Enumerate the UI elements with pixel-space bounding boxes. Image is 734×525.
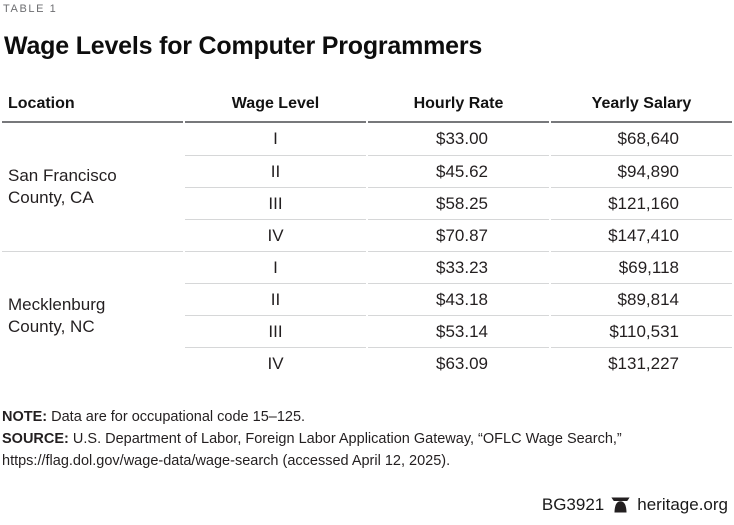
yearly-salary-cell: $94,890 <box>551 155 732 187</box>
wage-level-cell: IV <box>185 347 366 379</box>
yearly-salary-cell: $147,410 <box>551 219 732 251</box>
wage-level-cell: III <box>185 315 366 347</box>
hourly-rate-cell: $53.14 <box>368 315 549 347</box>
hourly-rate-cell: $70.87 <box>368 219 549 251</box>
column-header-yearly-salary: Yearly Salary <box>551 78 732 123</box>
table-row: San Francisco County, CA I $33.00 $68,64… <box>2 123 732 207</box>
figure-footer: BG3921 heritage.org <box>542 495 728 515</box>
hourly-rate-cell: $43.18 <box>368 283 549 315</box>
source-label: SOURCE: <box>2 431 69 447</box>
note-text: Data are for occupational code 15–125. <box>47 409 306 425</box>
document-id: BG3921 <box>541 495 605 514</box>
table-row: IV $70.87 $147,410 <box>2 219 732 251</box>
wage-level-cell: IV <box>185 219 366 251</box>
footnotes: NOTE: Data are for occupational code 15–… <box>2 406 732 472</box>
hourly-rate-cell: $33.00 <box>436 129 488 148</box>
source-text: U.S. Department of Labor, Foreign Labor … <box>2 431 622 469</box>
wage-level-cell: II <box>185 283 366 315</box>
hourly-rate-cell: $63.09 <box>368 347 549 379</box>
hourly-rate-cell: $45.62 <box>368 155 549 187</box>
table-row: III $53.14 $110,531 <box>2 315 732 347</box>
column-header-location: Location <box>2 78 183 123</box>
wage-level-cell: I <box>185 251 366 283</box>
source-line: SOURCE: U.S. Department of Labor, Foreig… <box>2 428 732 472</box>
note-label: NOTE: <box>2 409 48 425</box>
wage-level-cell: III <box>185 187 366 219</box>
table-header-row: Location Wage Level Hourly Rate Yearly S… <box>2 78 732 123</box>
table-row: IV $63.09 $131,227 <box>2 347 732 379</box>
location-cell-mecklenburg: Mecklenburg County, NC <box>2 251 183 379</box>
heritage-bell-icon <box>611 497 630 513</box>
hourly-rate-cell: $58.25 <box>368 187 549 219</box>
yearly-salary-cell: $69,118 <box>551 251 732 283</box>
yearly-salary-cell: $121,160 <box>551 187 732 219</box>
location-cell-san-francisco: San Francisco County, CA <box>2 123 183 251</box>
yearly-salary-cell: $89,814 <box>551 283 732 315</box>
site-name: heritage.org <box>637 495 728 514</box>
table-kicker: TABLE 1 <box>3 3 58 15</box>
wage-level-cell: I <box>273 129 278 148</box>
page-title: Wage Levels for Computer Programmers <box>4 32 483 60</box>
note-line: NOTE: Data are for occupational code 15–… <box>2 406 732 428</box>
hourly-rate-cell: $33.23 <box>368 251 549 283</box>
table-row: Mecklenburg County, NC I $33.23 $69,118 <box>2 251 732 336</box>
column-header-hourly-rate: Hourly Rate <box>368 78 549 123</box>
yearly-salary-cell: $68,640 <box>617 129 679 148</box>
location-label: San Francisco County, CA <box>8 166 117 207</box>
wage-table: Location Wage Level Hourly Rate Yearly S… <box>0 78 734 379</box>
yearly-salary-cell: $131,227 <box>551 347 732 379</box>
table-row: III $58.25 $121,160 <box>2 187 732 219</box>
column-header-wage-level: Wage Level <box>185 78 366 123</box>
yearly-salary-cell: $110,531 <box>551 315 732 347</box>
location-label: Mecklenburg County, NC <box>8 294 106 336</box>
table-row: II $45.62 $94,890 <box>2 155 732 187</box>
table-row: II $43.18 $89,814 <box>2 283 732 315</box>
wage-level-cell: II <box>185 155 366 187</box>
